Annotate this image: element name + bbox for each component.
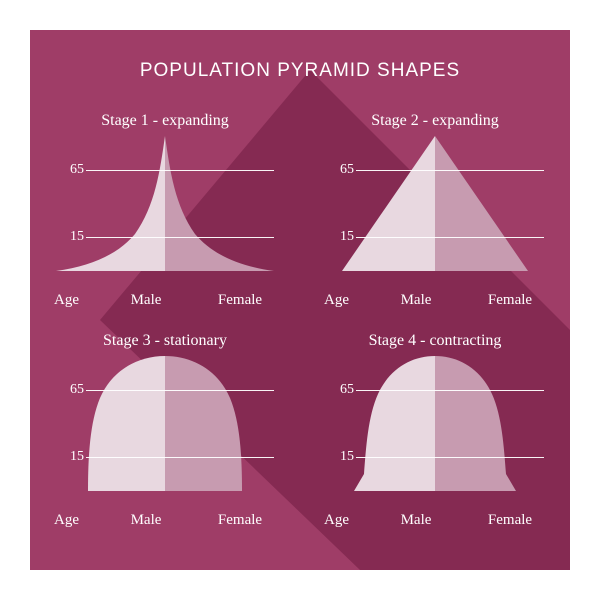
- panel-title: Stage 1 - expanding: [101, 112, 229, 130]
- main-title: POPULATION PYRAMID SHAPES: [30, 60, 570, 82]
- pyramid-panel: Stage 2 - expanding 65 15 AgeMaleFemale: [300, 110, 570, 330]
- age-tick-label: 65: [320, 382, 354, 398]
- male-half: [342, 136, 435, 271]
- age-axis-label: Age: [50, 292, 106, 309]
- female-label: Female: [196, 512, 280, 529]
- age-tick-label: 15: [50, 229, 84, 245]
- pyramid-panel: Stage 1 - expanding 65 15 AgeMaleFemale: [30, 110, 300, 330]
- pyramid-panel: Stage 4 - contracting 65 15 AgeMaleFemale: [300, 330, 570, 550]
- gridline: [356, 457, 544, 458]
- female-half: [435, 136, 528, 271]
- female-label: Female: [196, 292, 280, 309]
- axis-labels: AgeMaleFemale: [50, 512, 280, 529]
- female-half: [435, 356, 516, 491]
- pyramid-shape: [50, 356, 280, 496]
- age-axis-label: Age: [320, 512, 376, 529]
- panel-title: Stage 3 - stationary: [103, 332, 227, 350]
- age-tick-label: 15: [320, 449, 354, 465]
- infographic-canvas: POPULATION PYRAMID SHAPES Stage 1 - expa…: [30, 30, 570, 570]
- male-half: [88, 356, 165, 491]
- pyramid-shape: [320, 136, 550, 276]
- pyramid-shape: [50, 136, 280, 276]
- female-half: [165, 356, 242, 491]
- pyramid-chart: 65 15: [50, 136, 280, 286]
- age-tick-label: 65: [320, 162, 354, 178]
- axis-labels: AgeMaleFemale: [320, 512, 550, 529]
- gridline: [86, 390, 274, 391]
- male-label: Male: [376, 292, 466, 309]
- axis-labels: AgeMaleFemale: [320, 292, 550, 309]
- gridline: [86, 237, 274, 238]
- female-half: [165, 136, 274, 271]
- male-label: Male: [376, 512, 466, 529]
- age-axis-label: Age: [50, 512, 106, 529]
- female-label: Female: [466, 292, 550, 309]
- gridline: [356, 170, 544, 171]
- pyramid-chart: 65 15: [320, 356, 550, 506]
- gridline: [86, 457, 274, 458]
- panel-grid: Stage 1 - expanding6515AgeMaleFemaleStag…: [30, 110, 570, 550]
- age-tick-label: 15: [50, 449, 84, 465]
- male-half: [354, 356, 435, 491]
- age-tick-label: 65: [50, 162, 84, 178]
- female-label: Female: [466, 512, 550, 529]
- male-label: Male: [106, 292, 196, 309]
- panel-title: Stage 2 - expanding: [371, 112, 499, 130]
- pyramid-chart: 65 15: [320, 136, 550, 286]
- age-tick-label: 15: [320, 229, 354, 245]
- pyramid-panel: Stage 3 - stationary 65 15 AgeMaleFemale: [30, 330, 300, 550]
- pyramid-chart: 65 15: [50, 356, 280, 506]
- gridline: [356, 390, 544, 391]
- pyramid-shape: [320, 356, 550, 496]
- male-label: Male: [106, 512, 196, 529]
- age-axis-label: Age: [320, 292, 376, 309]
- axis-labels: AgeMaleFemale: [50, 292, 280, 309]
- gridline: [356, 237, 544, 238]
- male-half: [56, 136, 165, 271]
- panel-title: Stage 4 - contracting: [369, 332, 502, 350]
- age-tick-label: 65: [50, 382, 84, 398]
- gridline: [86, 170, 274, 171]
